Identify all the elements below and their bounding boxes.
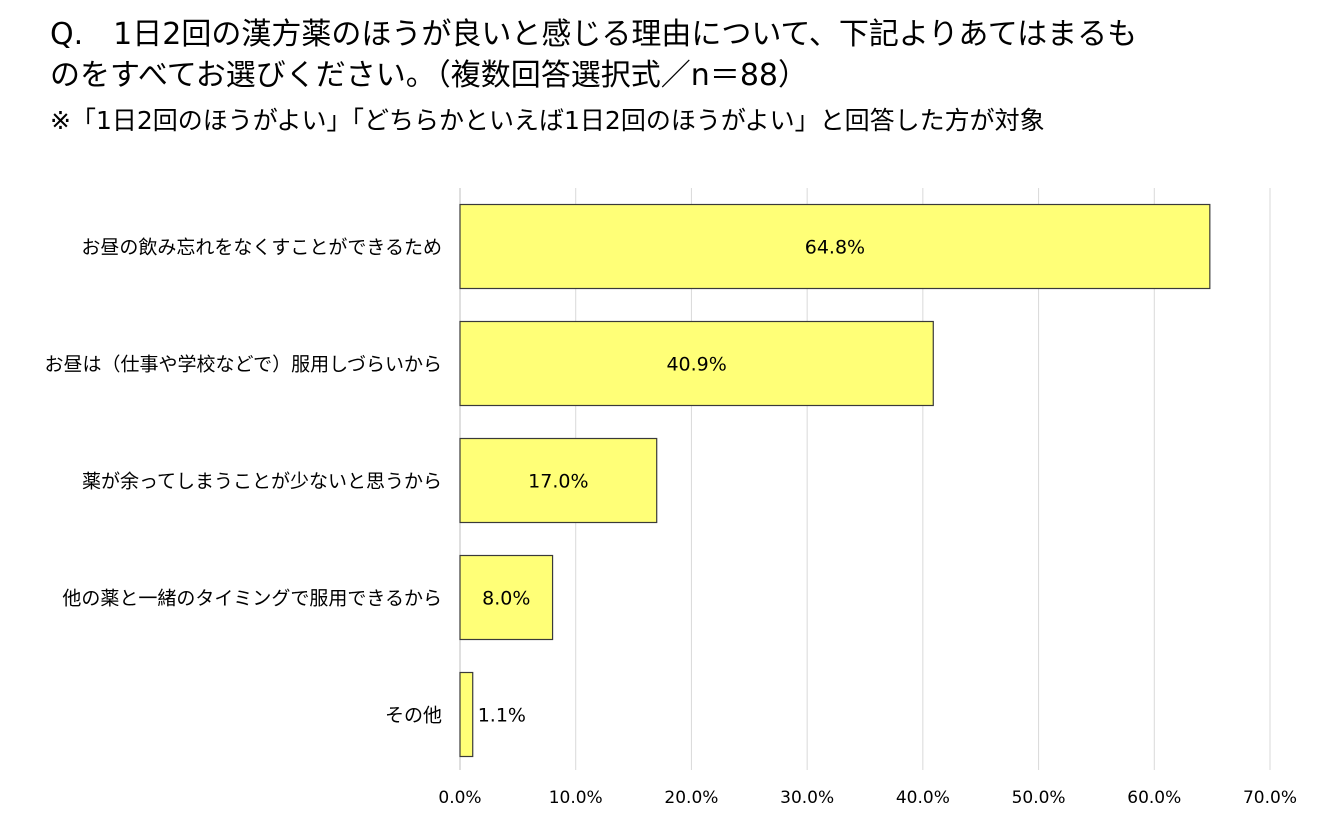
question-title-line-2: のをすべてお選びください。（複数回答選択式／n＝88） xyxy=(50,58,808,93)
x-tick-label: 0.0% xyxy=(438,788,481,808)
x-tick-label: 50.0% xyxy=(1012,788,1066,808)
category-labels: お昼の飲み忘れをなくすことができるためお昼は（仕事や学校などで）服用しづらいから… xyxy=(45,237,442,727)
bar-value-label: 64.8% xyxy=(805,237,865,259)
category-label: その他 xyxy=(385,705,442,727)
bars: 64.8% 40.9% 17.0% 8.0% 1.1% xyxy=(459,203,1211,758)
x-tick-label: 40.0% xyxy=(896,788,950,808)
bar-value-label: 17.0% xyxy=(528,471,588,493)
target-note: ※「1日2回のほうがよい」「どちらかといえば1日2回のほうがよい」と回答した方が… xyxy=(50,106,1045,135)
question-title-line-1: Q. 1日2回の漢方薬のほうが良いと感じる理由について、下記よりあてはまるも xyxy=(50,17,1138,52)
x-axis-tick-labels: 0.0% 10.0% 20.0% 30.0% 40.0% 50.0% 60.0% 70.0% xyxy=(438,788,1297,808)
category-label: お昼は（仕事や学校などで）服用しづらいから xyxy=(45,354,442,376)
bar xyxy=(459,320,934,407)
x-tick-label: 70.0% xyxy=(1243,788,1297,808)
question-title: Q. 1日2回の漢方薬のほうが良いと感じる理由について、下記よりあてはまるも の… xyxy=(50,14,1300,96)
category-label: 他の薬と一緒のタイミングで服用できるから xyxy=(62,588,442,610)
x-tick-label: 30.0% xyxy=(780,788,834,808)
category-label: お昼の飲み忘れをなくすことができるため xyxy=(81,237,442,259)
bar-value-label: 40.9% xyxy=(666,354,726,376)
category-label: 薬が余ってしまうことが少ないと思うから xyxy=(82,471,442,493)
bar xyxy=(459,437,658,524)
x-tick-label: 20.0% xyxy=(664,788,718,808)
bar-value-label: 8.0% xyxy=(482,588,530,610)
bar xyxy=(459,554,554,641)
bar xyxy=(459,671,474,758)
bar xyxy=(459,203,1211,290)
bar-value-label: 1.1% xyxy=(478,705,526,727)
x-tick-label: 10.0% xyxy=(549,788,603,808)
x-tick-label: 60.0% xyxy=(1127,788,1181,808)
